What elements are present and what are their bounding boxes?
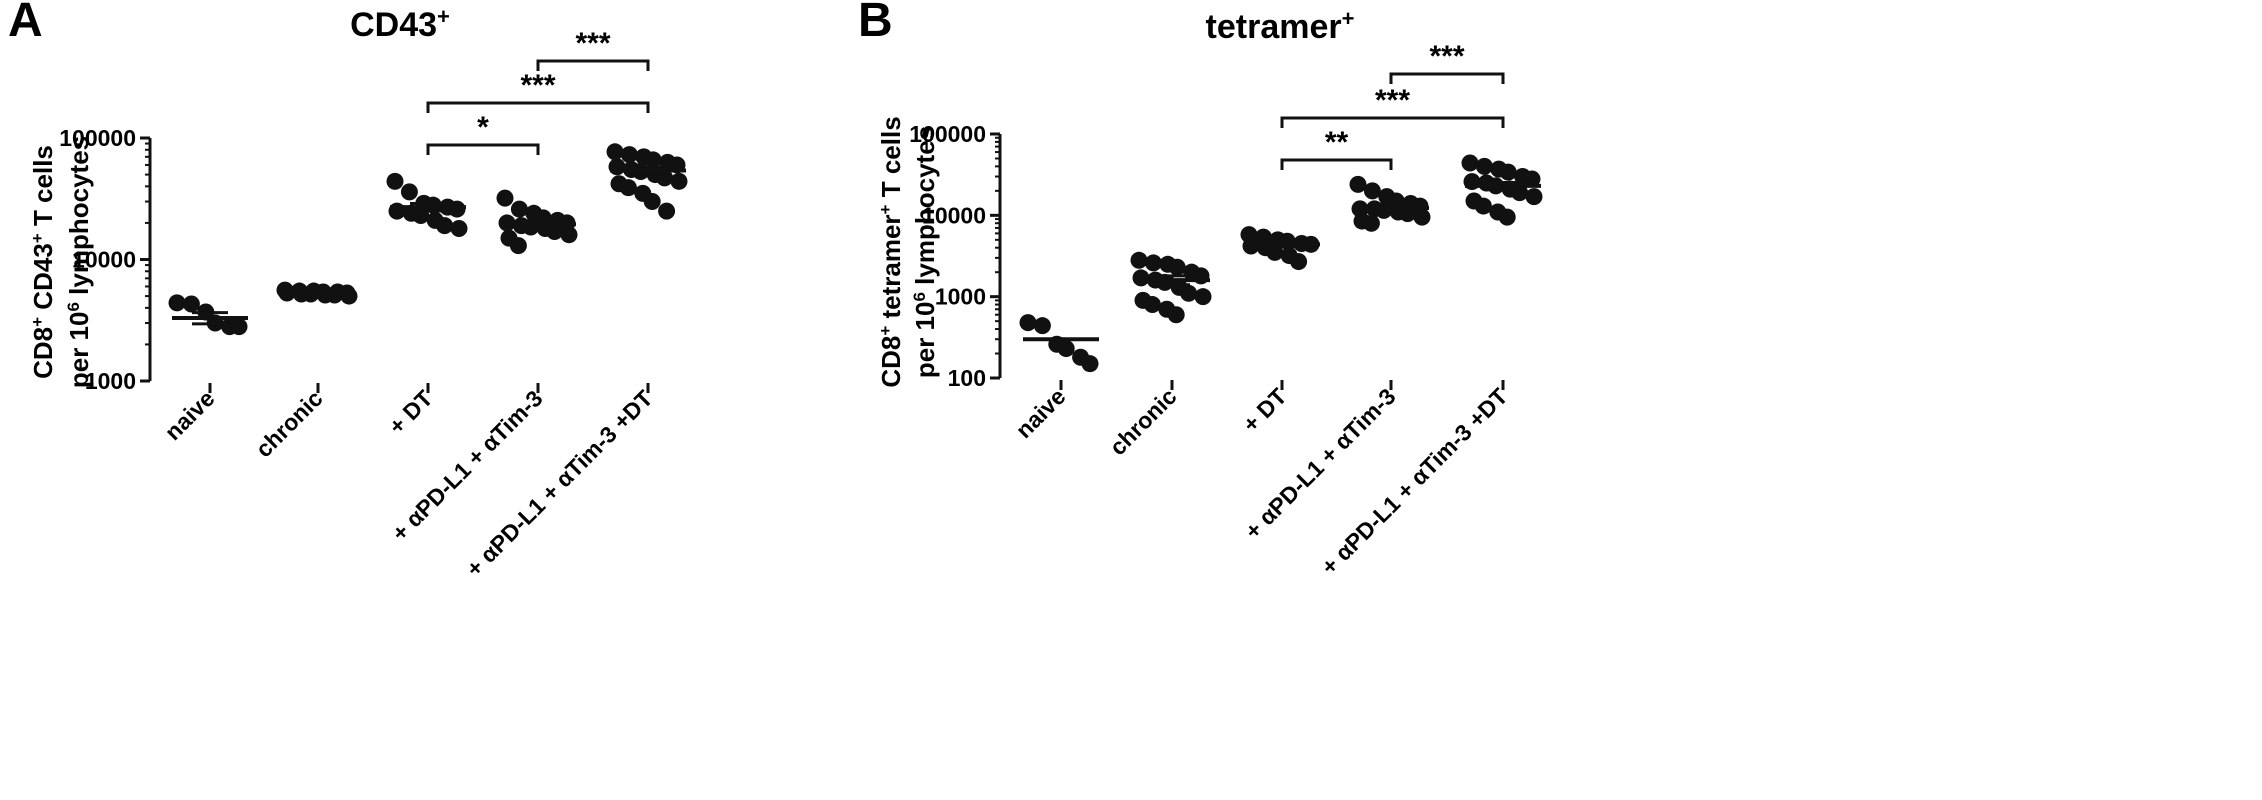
- data-point: [1349, 175, 1367, 193]
- data-point: [1498, 208, 1516, 226]
- y-tick-label: 10000: [922, 202, 986, 228]
- data-point: [1413, 208, 1431, 226]
- data-point: [1474, 197, 1492, 215]
- data-point: [644, 151, 662, 169]
- data-point: [450, 219, 468, 237]
- y-axis-label: per 106 lymphocytes: [64, 136, 95, 388]
- x-tick-label: + DT: [383, 385, 437, 439]
- y-tick-label: 100000: [909, 121, 986, 147]
- data-point: [560, 226, 578, 244]
- data-point: [510, 200, 528, 218]
- significance-bracket: [426, 143, 540, 155]
- data-point: [1144, 254, 1162, 272]
- data-point: [643, 193, 661, 211]
- data-point: [1290, 253, 1308, 271]
- data-point: [1180, 284, 1198, 302]
- data-point: [1167, 306, 1185, 324]
- data-point: [386, 172, 404, 190]
- y-tick-label: 10000: [72, 247, 136, 273]
- data-point: [1081, 355, 1099, 373]
- significance-bracket: [1280, 116, 1505, 128]
- data-point: [620, 146, 638, 164]
- panel-letter: B: [858, 0, 893, 47]
- data-point: [509, 237, 527, 255]
- significance-label: ***: [1429, 40, 1464, 73]
- data-point: [1362, 214, 1380, 232]
- data-point: [1130, 251, 1148, 269]
- data-point: [496, 189, 514, 207]
- y-axis-label: CD8+ tetramer+ T cells: [876, 116, 907, 387]
- data-point: [400, 183, 418, 201]
- significance-label: ***: [520, 69, 555, 102]
- significance-bracket: [536, 59, 650, 71]
- data-point: [658, 202, 676, 220]
- x-tick-label: chronic: [250, 385, 327, 462]
- data-point: [1363, 182, 1381, 200]
- significance-bracket: [1280, 158, 1393, 170]
- y-axis-label: CD8+ CD43+ T cells: [28, 145, 59, 379]
- chart-title: CD43+: [350, 4, 450, 45]
- significance-label: ***: [575, 27, 610, 60]
- panel-letter: A: [8, 0, 43, 47]
- data-point: [1194, 288, 1212, 306]
- data-point: [1168, 258, 1186, 276]
- significance-label: **: [1325, 126, 1349, 159]
- data-point: [1033, 317, 1051, 335]
- data-point: [168, 294, 186, 312]
- data-point: [1019, 314, 1037, 332]
- data-point: [1475, 157, 1493, 175]
- significance-bracket: [1389, 72, 1505, 84]
- data-point: [182, 295, 200, 313]
- data-point: [1143, 296, 1161, 314]
- data-point: [606, 143, 624, 161]
- data-point: [1525, 188, 1543, 206]
- y-tick-label: 100000: [59, 125, 136, 151]
- x-tick-label: naive: [160, 385, 220, 445]
- y-tick-label: 1000: [935, 284, 986, 310]
- x-tick-label: naive: [1011, 383, 1071, 443]
- data-point: [340, 287, 358, 305]
- y-tick-label: 100: [948, 365, 986, 391]
- significance-label: ***: [1375, 84, 1410, 117]
- data-point: [1461, 154, 1479, 172]
- data-point: [230, 318, 248, 336]
- data-point: [436, 217, 454, 235]
- y-tick-label: 1000: [85, 368, 136, 394]
- data-point: [1499, 163, 1517, 181]
- significance-label: *: [477, 111, 489, 144]
- data-point: [670, 172, 688, 190]
- data-point: [608, 158, 626, 176]
- data-point: [1057, 340, 1075, 358]
- data-point: [1523, 170, 1541, 188]
- data-point: [1132, 269, 1150, 287]
- significance-bracket: [426, 101, 650, 113]
- x-tick-label: + αPD-L1 + αTim-3 +DT: [1316, 383, 1513, 580]
- y-axis-label: per 106 lymphocytes: [910, 126, 941, 378]
- chart-title: tetramer+: [1206, 6, 1355, 47]
- x-tick-label: + DT: [1237, 383, 1291, 437]
- x-tick-label: + αPD-L1 + αTim-3 +DT: [461, 385, 658, 582]
- x-tick-label: chronic: [1104, 383, 1181, 460]
- data-point: [619, 179, 637, 197]
